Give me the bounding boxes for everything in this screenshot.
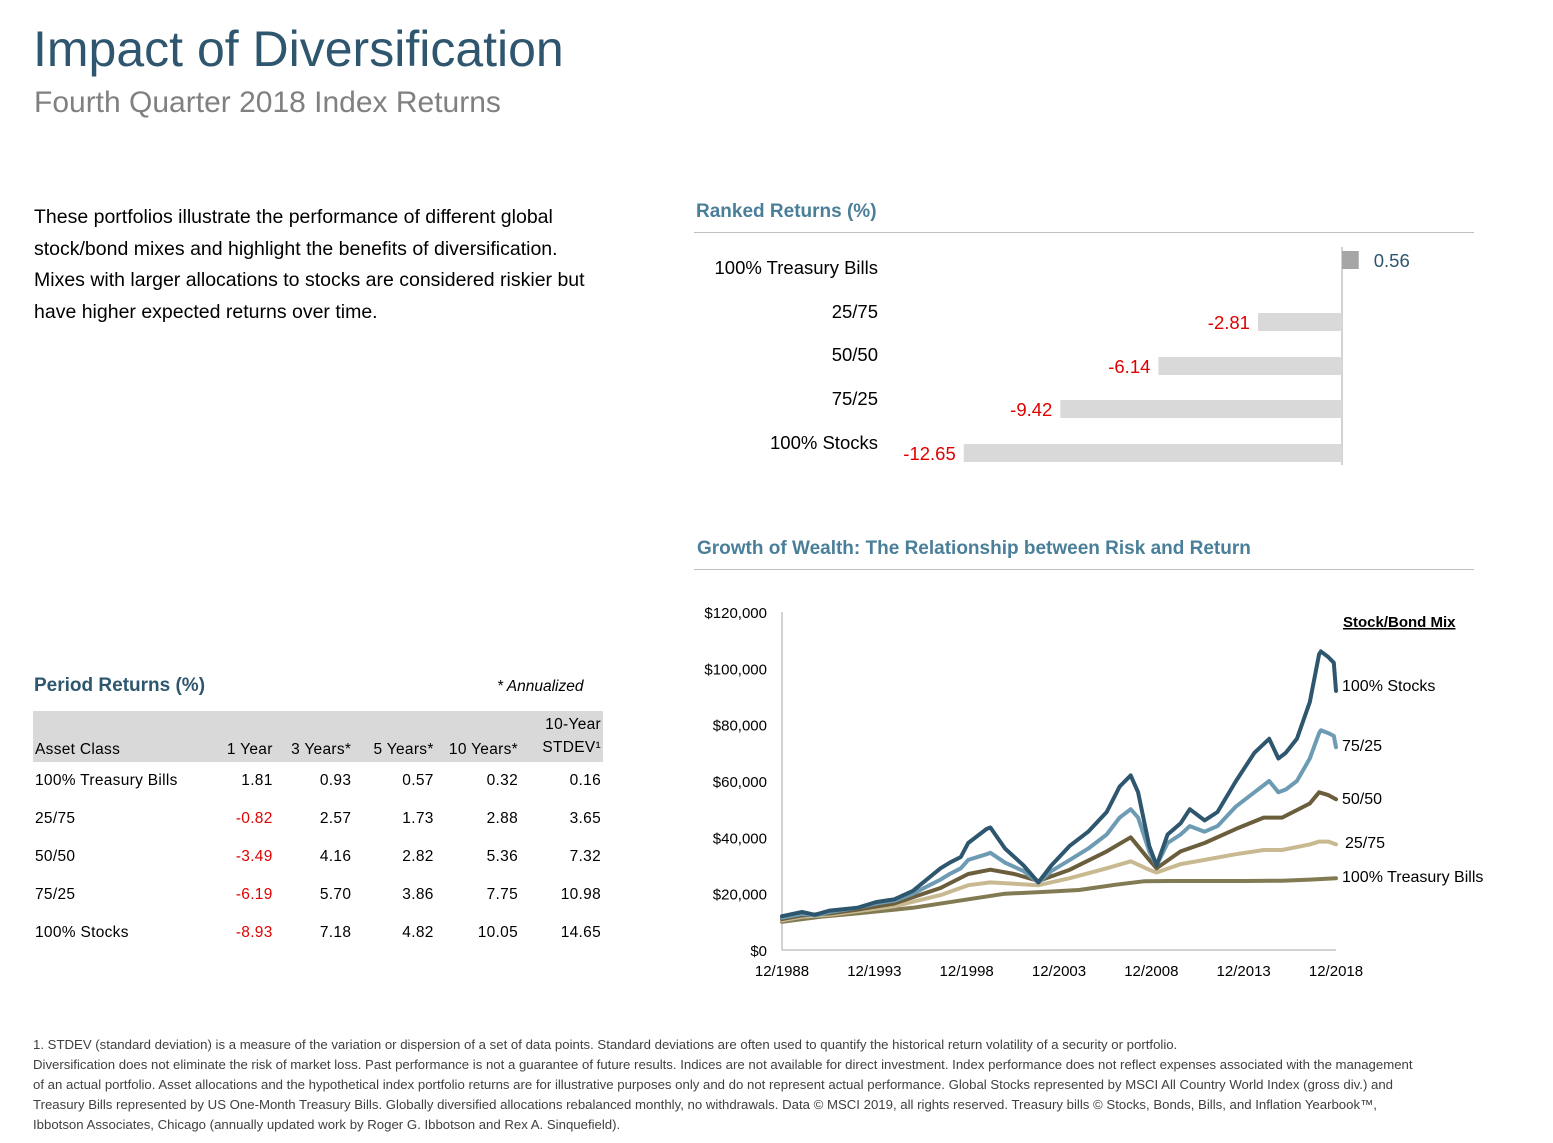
- y-tick-label: $100,000: [704, 661, 767, 678]
- asset-class-cell: 75/25: [35, 886, 76, 903]
- return-cell: 7.32: [569, 848, 601, 865]
- return-cell: 10.98: [560, 886, 601, 903]
- return-cell: 7.75: [486, 886, 518, 903]
- return-cell: 1.73: [402, 810, 434, 827]
- x-tick-label: 12/2013: [1217, 963, 1271, 980]
- return-cell: 0.93: [319, 772, 352, 789]
- series-line-100-stocks: [780, 649, 1338, 919]
- col-asset-class: Asset Class: [33, 711, 208, 762]
- data-label: -12.65: [903, 443, 955, 464]
- asset-class-cell: 25/75: [35, 810, 76, 827]
- col-10-year-stdev: 10-Year STDEV¹: [520, 711, 603, 762]
- table-row: 50/50 -3.49 4.16 2.82 5.36 7.32: [33, 838, 603, 876]
- return-cell: -6.19: [235, 886, 273, 903]
- page-subtitle: Fourth Quarter 2018 Index Returns: [34, 86, 501, 119]
- series-label: 75/25: [1342, 738, 1382, 755]
- data-label: -2.81: [1208, 312, 1250, 333]
- table-header-row: Asset Class 1 Year 3 Years* 5 Years* 10 …: [33, 711, 603, 762]
- table-row: 100% Stocks -8.93 7.18 4.82 10.05 14.65: [33, 914, 603, 952]
- bar-100-stocks: [963, 444, 1342, 462]
- y-tick-label: $120,000: [704, 605, 767, 622]
- ranked-returns-rule: [694, 232, 1474, 233]
- y-tick-label: $80,000: [713, 718, 767, 735]
- category-label: 50/50: [832, 344, 878, 365]
- return-cell: 2.57: [319, 810, 352, 827]
- return-cell: 7.18: [319, 924, 352, 941]
- series-line-100-treasury-bills: [780, 876, 1338, 924]
- footnote-stdev: 1. STDEV (standard deviation) is a measu…: [33, 1037, 1178, 1052]
- annualized-note: * Annualized: [497, 678, 584, 695]
- x-tick-label: 12/2008: [1124, 963, 1178, 980]
- return-cell: 3.65: [569, 810, 601, 827]
- series-label: 25/75: [1345, 835, 1385, 852]
- x-tick-label: 12/1988: [755, 963, 809, 980]
- bar-50-50: [1158, 357, 1342, 375]
- y-tick-label: $0: [750, 943, 767, 960]
- col-5-years: 5 Years*: [353, 711, 436, 762]
- y-tick-label: $60,000: [713, 774, 767, 791]
- table-row: 75/25 -6.19 5.70 3.86 7.75 10.98: [33, 876, 603, 914]
- return-cell: 10.05: [477, 924, 518, 941]
- series-label: 100% Treasury Bills: [1342, 869, 1483, 886]
- return-cell: -3.49: [235, 848, 273, 865]
- series-line-25-75: [780, 839, 1338, 923]
- category-label: 75/25: [832, 388, 878, 409]
- category-label: 100% Treasury Bills: [715, 257, 878, 278]
- data-label: -9.42: [1010, 399, 1052, 420]
- return-cell: 2.82: [402, 848, 434, 865]
- category-label: 25/75: [832, 301, 878, 322]
- footnotes: 1. STDEV (standard deviation) is a measu…: [33, 1035, 1423, 1135]
- legend-title: Stock/Bond Mix: [1343, 614, 1456, 631]
- bar-75-25: [1060, 400, 1342, 418]
- period-returns-title: Period Returns (%): [34, 675, 206, 696]
- return-cell: -8.93: [235, 924, 273, 941]
- series-line-50-50: [780, 790, 1338, 921]
- return-cell: 0.32: [486, 772, 518, 789]
- period-returns-table: Asset Class 1 Year 3 Years* 5 Years* 10 …: [33, 711, 603, 952]
- y-tick-label: $40,000: [713, 830, 767, 847]
- col-3-years: 3 Years*: [274, 711, 354, 762]
- asset-class-cell: 50/50: [35, 848, 76, 865]
- asset-class-cell: 100% Treasury Bills: [35, 772, 178, 789]
- return-cell: 4.16: [319, 848, 352, 865]
- col-1-year: 1 Year: [207, 711, 275, 762]
- series-line-75-25: [780, 728, 1338, 920]
- asset-class-cell: 100% Stocks: [35, 924, 129, 941]
- return-cell: 3.86: [402, 886, 434, 903]
- bar-100-treasury-bills: [1342, 251, 1359, 269]
- intro-paragraph: These portfolios illustrate the performa…: [34, 206, 585, 323]
- bar-25-75: [1257, 313, 1342, 331]
- return-cell: 0.57: [402, 772, 434, 789]
- return-cell: 14.65: [560, 924, 601, 941]
- data-label: 0.56: [1374, 250, 1410, 271]
- series-label: 100% Stocks: [1342, 678, 1435, 695]
- return-cell: 5.36: [486, 848, 518, 865]
- growth-of-wealth-rule: [694, 569, 1474, 570]
- return-cell: 1.81: [241, 772, 273, 789]
- data-label: -6.14: [1108, 356, 1150, 377]
- ranked-returns-title: Ranked Returns (%): [696, 201, 877, 222]
- return-cell: -0.82: [235, 810, 273, 827]
- page-title: Impact of Diversification: [33, 21, 564, 77]
- return-cell: 4.82: [402, 924, 434, 941]
- return-cell: 0.16: [569, 772, 601, 789]
- y-tick-label: $20,000: [713, 887, 767, 904]
- return-cell: 5.70: [319, 886, 352, 903]
- footnote-disclosure: Diversification does not eliminate the r…: [33, 1057, 1413, 1132]
- category-label: 100% Stocks: [770, 432, 878, 453]
- series-label: 50/50: [1342, 791, 1382, 808]
- x-tick-label: 12/2018: [1309, 963, 1363, 980]
- x-tick-label: 12/2003: [1032, 963, 1086, 980]
- return-cell: 2.88: [486, 810, 518, 827]
- col-10-years: 10 Years*: [435, 711, 520, 762]
- x-tick-label: 12/1998: [940, 963, 994, 980]
- table-row: 100% Treasury Bills 1.81 0.93 0.57 0.32 0.16: [33, 762, 603, 800]
- x-tick-label: 12/1993: [847, 963, 901, 980]
- table-row: 25/75 -0.82 2.57 1.73 2.88 3.65: [33, 800, 603, 838]
- growth-of-wealth-title: Growth of Wealth: The Relationship betwe…: [697, 538, 1251, 559]
